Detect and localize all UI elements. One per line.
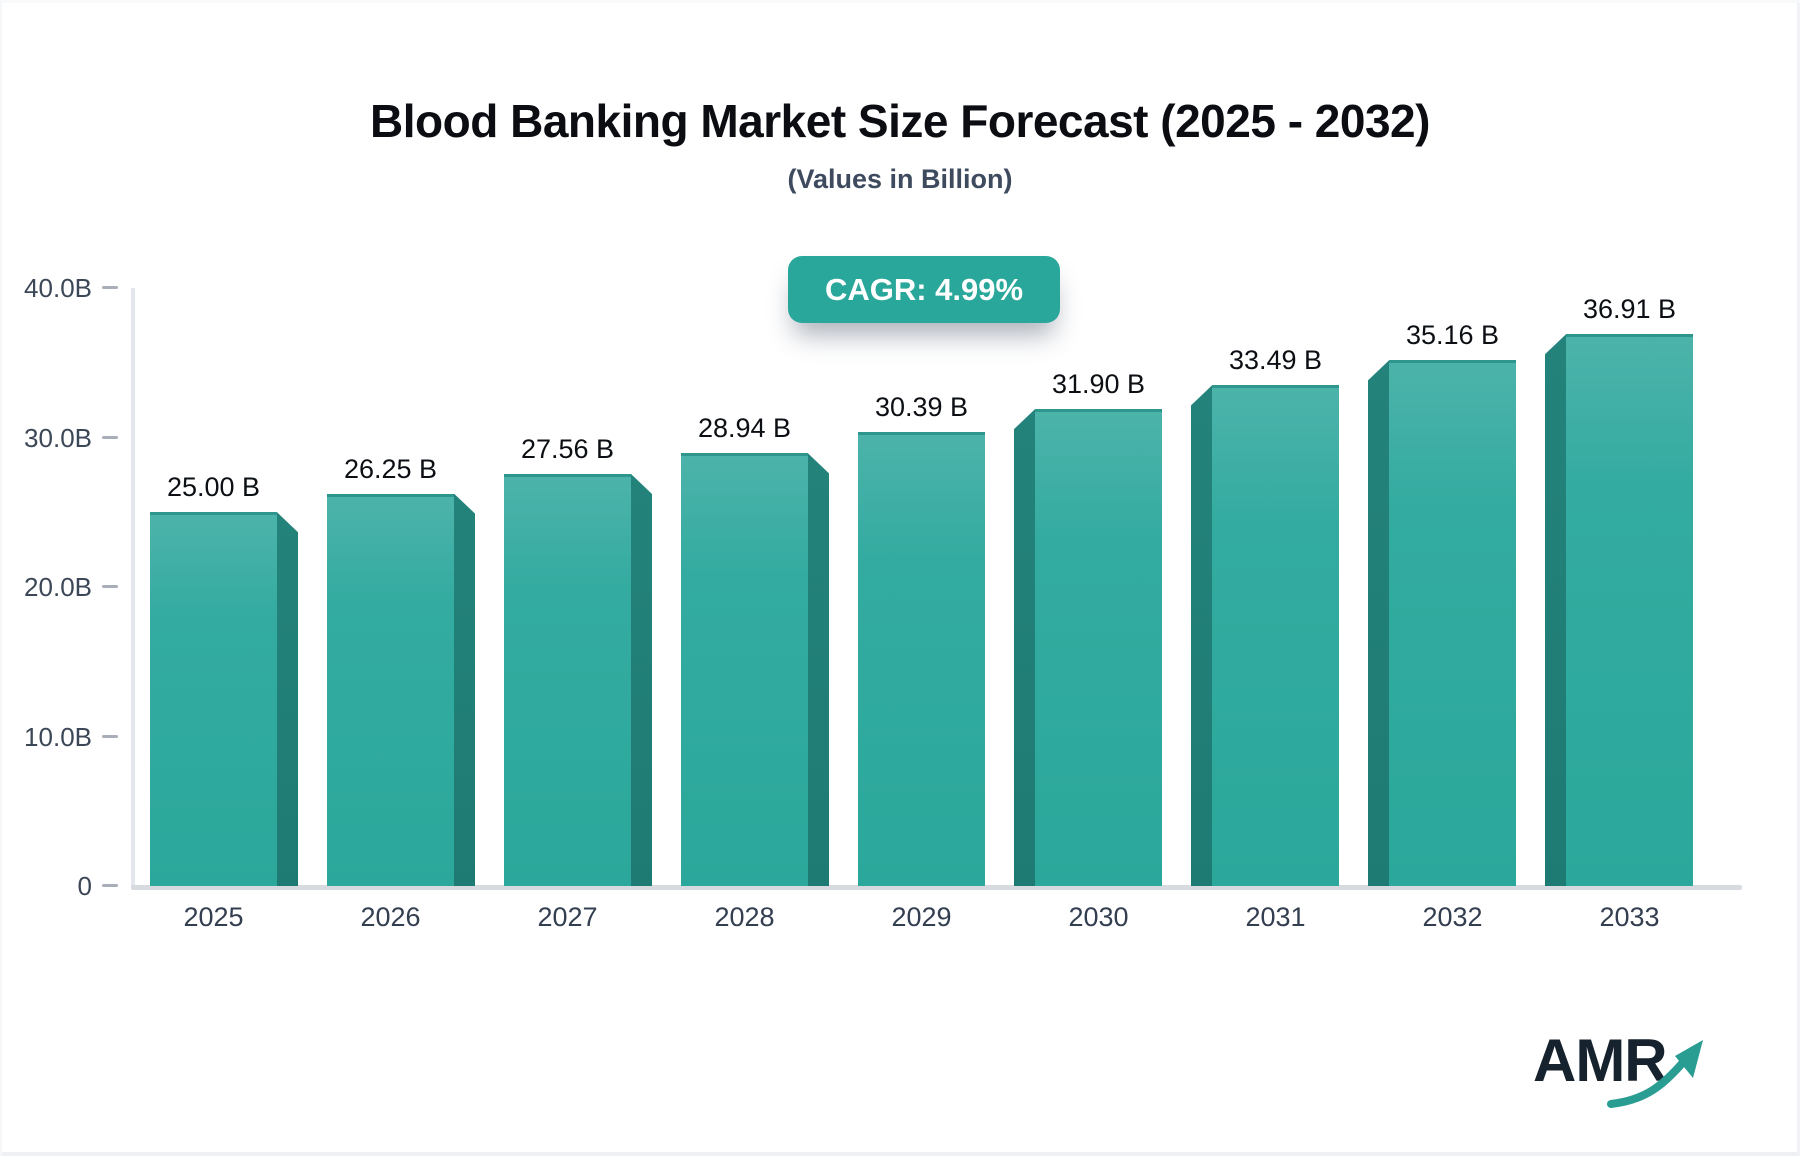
y-tick-label: 40.0B (24, 273, 92, 303)
y-tick-mark (102, 734, 118, 738)
x-axis-category-label: 2032 (1422, 902, 1483, 932)
x-axis-category-label: 2030 (1068, 902, 1129, 932)
y-tick-mark (102, 286, 118, 289)
bar-value-label: 25.00 B (166, 472, 261, 503)
y-tick-label: 20.0B (24, 572, 92, 602)
bar (327, 493, 454, 886)
x-axis-category-label: 2027 (537, 902, 598, 932)
y-tick-mark (102, 585, 118, 588)
x-axis-category-label: 2026 (360, 902, 421, 932)
y-axis-line (131, 288, 135, 886)
bar-side-face (1368, 360, 1389, 886)
y-tick-label: 10.0B (24, 721, 92, 752)
bar (1566, 334, 1693, 886)
bar-value-label: 33.49 B (1228, 345, 1323, 376)
x-axis-category-label: 2031 (1245, 902, 1306, 932)
y-tick-mark (102, 884, 118, 887)
bar-side-face (277, 512, 298, 886)
bar-side-face (1545, 334, 1566, 886)
chart-title: Blood Banking Market Size Forecast (2025… (370, 95, 1430, 147)
bar-value-label: 31.90 B (1051, 369, 1146, 400)
amr-logo: AMR (1533, 1026, 1733, 1116)
bar (858, 431, 985, 886)
bar (150, 512, 277, 886)
x-axis-category-label: 2029 (891, 902, 952, 932)
bar (681, 453, 808, 886)
x-axis-category-label: 2028 (714, 902, 775, 932)
x-axis-category-label: 2033 (1599, 902, 1660, 932)
bar-side-face (631, 473, 652, 886)
bar-value-label: 30.39 B (874, 391, 969, 422)
bar-value-label: 27.56 B (520, 433, 615, 464)
bar-side-face (808, 453, 829, 886)
y-tick-label: 0 (77, 871, 92, 901)
bar (1035, 409, 1162, 886)
bar-value-label: 35.16 B (1405, 320, 1500, 351)
amr-logo-text: AMR (1533, 1027, 1668, 1094)
growth-arrow-icon (1607, 1040, 1703, 1108)
y-tick-mark (102, 435, 118, 439)
chart-subtitle: (Values in Billion) (787, 164, 1013, 194)
bar (1212, 385, 1339, 886)
bar-side-face (1014, 409, 1035, 886)
bar (1389, 360, 1516, 886)
bar-value-label: 28.94 B (697, 413, 792, 444)
y-tick-label: 30.0B (24, 422, 92, 453)
x-axis-baseline (131, 885, 1742, 890)
bar (504, 473, 631, 886)
bar-value-label: 26.25 B (343, 453, 438, 484)
x-axis-category-label: 2025 (183, 902, 244, 932)
bar-side-face (1191, 385, 1212, 886)
cagr-badge: CAGR: 4.99% (788, 256, 1060, 323)
bar-value-label: 36.91 B (1582, 294, 1677, 325)
bar-side-face (454, 493, 475, 886)
